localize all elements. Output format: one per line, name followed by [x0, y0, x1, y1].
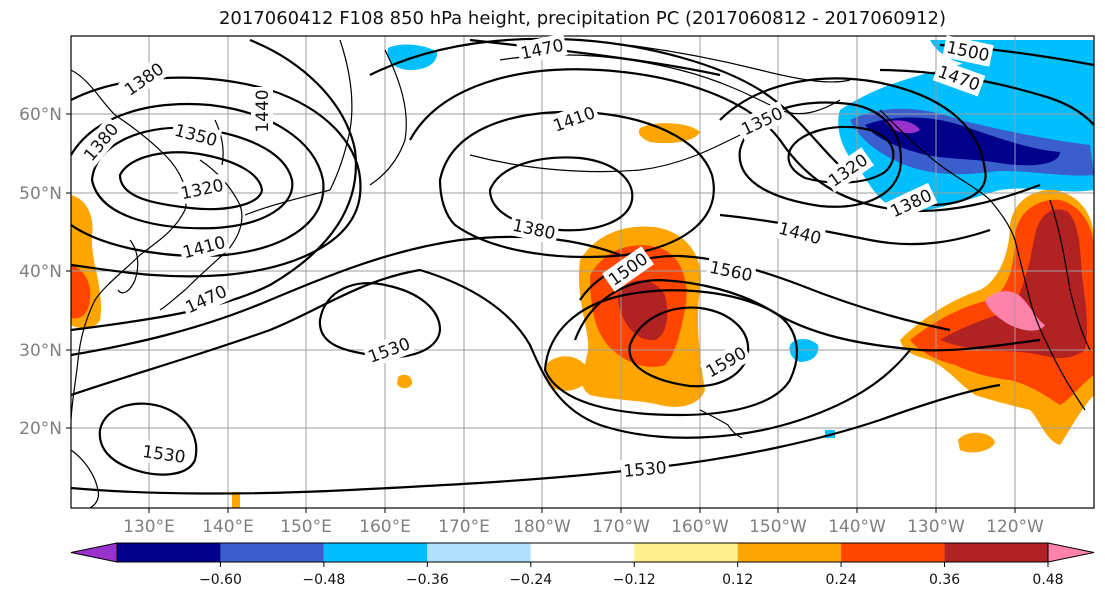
contour-1440-east — [719, 213, 991, 246]
colorbar-ticks — [219, 562, 1049, 567]
axis-ticks — [66, 113, 1016, 513]
contour-1350-east — [738, 101, 902, 208]
lat-label: 30°N — [19, 341, 62, 361]
lon-label: 150°W — [749, 517, 807, 537]
contour-1410-central — [438, 110, 715, 259]
colorbar-tick-label: 0.36 — [929, 572, 960, 588]
colorbar-tick-label: −0.12 — [613, 572, 656, 588]
contour-1440-west — [71, 38, 358, 332]
contour-1590 — [628, 306, 750, 388]
contour-1560-ring — [543, 289, 798, 417]
colorbar-swatch — [944, 543, 1048, 562]
contour-1380-west — [71, 103, 325, 258]
precip-positive-central-south — [545, 356, 590, 391]
precip-shading — [71, 40, 1094, 508]
colorbar-tick-label: 0.12 — [722, 572, 753, 588]
lon-label: 130°E — [123, 517, 175, 537]
map-title: 2017060412 F108 850 hPa height, precipit… — [218, 8, 947, 29]
precip-positive-east-core — [940, 209, 1088, 358]
map-frame — [70, 35, 1095, 509]
lon-label: 120°W — [986, 517, 1044, 537]
precip-positive-small3 — [232, 492, 240, 508]
colorbar-tick-label: −0.36 — [406, 572, 449, 588]
coast-na-west — [1014, 239, 1086, 411]
colorbar-swatch — [634, 543, 738, 562]
precip-positive-small1 — [397, 374, 413, 389]
contour-1320-west — [118, 151, 264, 211]
colorbar-swatch — [427, 543, 531, 562]
contour-label: 1530 — [623, 458, 668, 482]
contour-label: 1440 — [253, 89, 273, 132]
coast-alaska — [499, 54, 841, 115]
longitude-labels: 130°E 140°E 150°E 160°E 170°E 180°W 170°… — [123, 517, 1044, 537]
colorbar-swatch — [841, 543, 945, 562]
contour-1530-south — [71, 383, 1001, 495]
lon-label: 170°E — [438, 517, 490, 537]
contour-1350-west — [90, 126, 294, 230]
contour-1500-row — [71, 268, 421, 397]
lat-label: 20°N — [19, 419, 62, 439]
colorbar-tick-label: −0.48 — [302, 572, 345, 588]
precip-positive-west-mid — [71, 265, 91, 319]
lon-label: 170°W — [592, 517, 650, 537]
contour-1530-mid — [419, 268, 911, 439]
lon-label: 150°E — [280, 517, 332, 537]
colorbar-swatch — [737, 543, 842, 562]
lon-label: 160°W — [671, 517, 729, 537]
colorbar-swatches — [70, 542, 1095, 563]
colorbar-swatch — [220, 543, 324, 562]
lat-label: 60°N — [19, 105, 62, 125]
lon-label: 140°W — [828, 517, 886, 537]
map-gridlines — [71, 36, 1094, 508]
colorbar-swatch — [323, 543, 428, 562]
colorbar-swatch — [117, 543, 221, 562]
contour-1470-east — [879, 68, 1094, 126]
contour-1470-top — [369, 37, 851, 176]
lat-label: 40°N — [19, 262, 62, 282]
coast-bc — [879, 109, 1016, 241]
lon-label: 130°W — [907, 517, 965, 537]
contour-1530-west-ring — [318, 281, 442, 358]
colorbar-extend-high — [1047, 542, 1095, 563]
contour-1380-east — [719, 77, 987, 207]
latitude-labels: 60°N 50°N 40°N 30°N 20°N — [19, 105, 62, 439]
colorbar-tick-labels: −0.60 −0.48 −0.36 −0.24 −0.12 0.12 0.24 0.36 0.4… — [199, 572, 1064, 588]
colorbar: −0.60 −0.48 −0.36 −0.24 −0.12 0.12 0.24 0.36 0.4… — [70, 542, 1095, 588]
contour-labels: 1380 1380 1350 1320 1440 1410 1470 1470 … — [77, 33, 994, 483]
coast-sakhalin — [214, 119, 224, 166]
colorbar-extend-low — [70, 542, 118, 563]
colorbar-tick-label: 0.48 — [1032, 572, 1063, 588]
precip-positive-small2 — [958, 432, 995, 453]
contour-1530-sw — [98, 402, 198, 476]
colorbar-tick-label: −0.60 — [199, 572, 242, 588]
coast-aleutians — [469, 134, 741, 173]
lon-label: 160°E — [359, 517, 411, 537]
contour-1500-top — [469, 38, 721, 77]
lon-label: 180°W — [513, 517, 571, 537]
contour-1320-east — [787, 125, 895, 184]
colorbar-tick-label: −0.24 — [509, 572, 552, 588]
lon-label: 140°E — [202, 517, 254, 537]
colorbar-swatch — [530, 543, 635, 562]
colorbar-frame — [116, 542, 1049, 563]
coast-kamchatka2 — [369, 49, 407, 186]
colorbar-tick-label: 0.24 — [826, 572, 857, 588]
coast-na-inland — [1049, 199, 1091, 351]
precip-positive-central-core — [618, 280, 668, 341]
contour-1410-west — [71, 76, 362, 278]
lat-label: 50°N — [19, 184, 62, 204]
